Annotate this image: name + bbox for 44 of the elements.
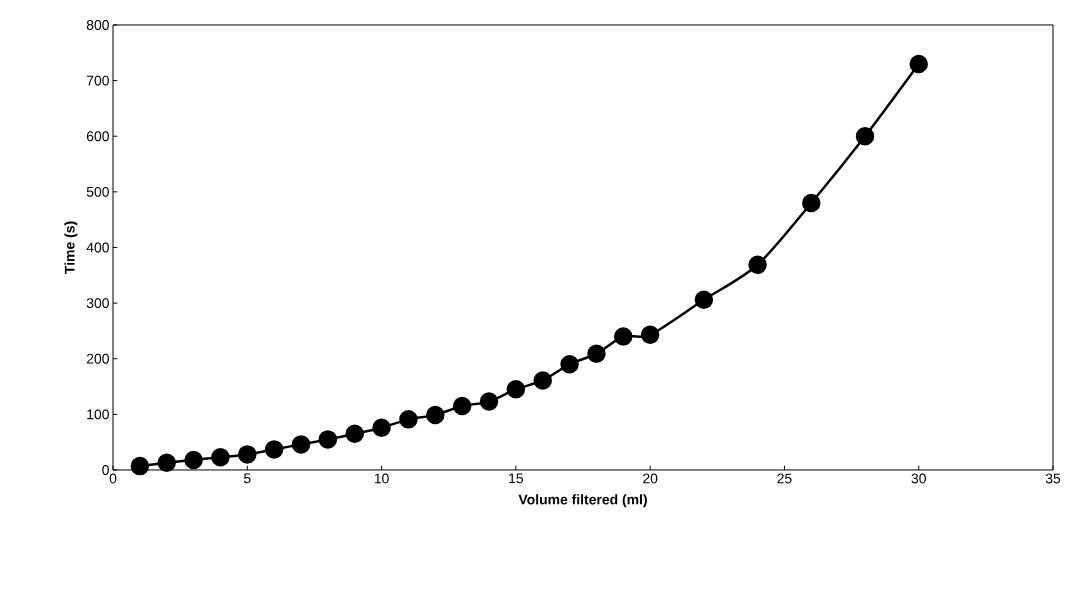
point [452, 396, 472, 416]
point [399, 410, 418, 429]
point [426, 405, 445, 425]
point [291, 435, 311, 454]
point [211, 447, 230, 467]
point [533, 371, 552, 390]
point [909, 54, 928, 74]
point [506, 380, 526, 399]
x-tick-label: 25 [777, 473, 792, 484]
y-axis-title: Time (s) [64, 221, 78, 274]
point [345, 424, 364, 444]
x-tick-label: 20 [643, 473, 658, 484]
point [560, 355, 579, 374]
y-tick-label: 400 [86, 242, 109, 253]
x-tick-label: 35 [1045, 473, 1061, 484]
point [802, 193, 821, 213]
x-tick-label: 5 [243, 473, 251, 484]
y-tick-label: 0 [102, 465, 109, 475]
point [640, 325, 660, 345]
point [184, 450, 203, 470]
point [372, 418, 391, 437]
y-tick-label: 700 [86, 75, 109, 86]
y-tick-label: 800 [86, 20, 109, 30]
point [157, 453, 176, 472]
point [614, 327, 633, 346]
y-tick-label: 500 [86, 186, 109, 197]
point [694, 290, 714, 310]
y-tick-label: 200 [86, 353, 109, 364]
point [479, 392, 499, 411]
point [238, 445, 257, 464]
y-tick-label: 600 [86, 131, 109, 142]
x-tick-label: 0 [109, 473, 117, 484]
point [130, 456, 150, 476]
x-tick-label: 10 [374, 473, 389, 484]
point [318, 430, 338, 449]
y-tick-label: 300 [86, 298, 109, 309]
x-tick-label: 30 [911, 473, 926, 484]
x-tick-label: 15 [509, 473, 524, 484]
point [264, 440, 284, 459]
y-tick-label: 100 [87, 409, 109, 420]
point [748, 255, 767, 274]
point [587, 344, 606, 363]
point [855, 126, 875, 146]
x-axis-title: Volume filtered (ml) [518, 494, 647, 508]
